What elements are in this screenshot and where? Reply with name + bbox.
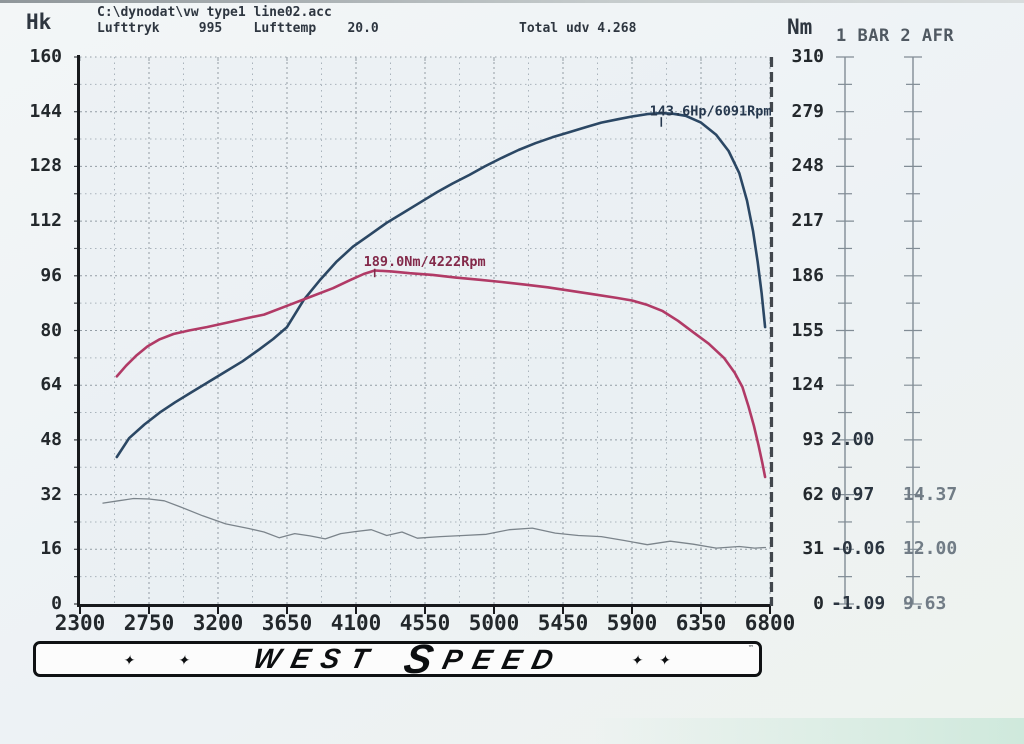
logo-stars-left-icon: ✦ ✦ bbox=[122, 648, 208, 670]
hk-tick-label: 128 bbox=[29, 155, 62, 177]
nm-tick-label: 279 bbox=[791, 100, 824, 122]
curve-power_hp bbox=[115, 111, 767, 459]
nm-tick-label: 217 bbox=[791, 210, 824, 232]
hk-tick-label: 0 bbox=[51, 593, 62, 614]
rpm-tick-label: 5900 bbox=[606, 611, 658, 635]
conditions-line: Lufttryk 995 Lufttemp 20.0 bbox=[97, 21, 379, 36]
nm-tick-label: 31 bbox=[802, 538, 824, 560]
rpm-tick-label: 3200 bbox=[192, 611, 244, 635]
rpm-tick-label: 6350 bbox=[675, 611, 727, 635]
total-udv: Total udv 4.268 bbox=[519, 21, 637, 36]
rpm-tick-label: 6800 bbox=[744, 611, 796, 635]
rpm-tick-label: 5450 bbox=[537, 611, 589, 635]
rpm-tick-label: 3650 bbox=[261, 611, 313, 635]
afr-scale-label: 12.00 bbox=[903, 538, 958, 560]
rpm-tick-label: 4550 bbox=[399, 611, 451, 635]
annotation-peak-power: 143.6Hp/6091Rpm bbox=[650, 103, 772, 119]
hk-tick-label: 80 bbox=[40, 319, 62, 341]
bar-scale-label: -0.06 bbox=[831, 538, 886, 560]
curve-torque_nm bbox=[115, 269, 767, 479]
nm-tick-label: 124 bbox=[791, 374, 824, 396]
file-path: C:\dynodat\vw type1 line02.acc bbox=[97, 5, 332, 20]
bar-afr-scales-title: 1 BAR 2 AFR bbox=[836, 26, 955, 46]
nm-tick-label: 155 bbox=[791, 319, 824, 341]
hk-tick-label: 48 bbox=[40, 428, 62, 450]
nm-tick-label: 0 bbox=[813, 593, 824, 614]
right-axis-unit-label: Nm bbox=[787, 15, 813, 39]
hk-tick-label: 32 bbox=[40, 483, 62, 505]
logo-stars-right-icon: ✦ ✦ bbox=[630, 648, 673, 670]
logo-trademark: ™ bbox=[748, 644, 753, 652]
bar-scale-label: 0.97 bbox=[831, 483, 875, 505]
logo-word-speed: SPEED bbox=[400, 635, 568, 682]
afr-scale-label: 9.63 bbox=[903, 593, 947, 614]
westspeed-logo: ✦ ✦ WEST SPEED ✦ ✦ ™ bbox=[33, 635, 762, 682]
hk-tick-label: 144 bbox=[29, 100, 62, 122]
left-axis-unit-label: Hk bbox=[26, 10, 52, 34]
nm-tick-label: 186 bbox=[791, 264, 824, 286]
rpm-tick-label: 2750 bbox=[123, 611, 175, 635]
annotation-peak-torque: 189.0Nm/4222Rpm bbox=[364, 254, 486, 270]
hk-tick-label: 96 bbox=[40, 264, 62, 286]
scan-tint bbox=[594, 718, 1024, 744]
nm-tick-label: 62 bbox=[802, 483, 824, 505]
rpm-tick-label: 4100 bbox=[330, 611, 382, 635]
hk-tick-label: 160 bbox=[29, 46, 62, 67]
logo-word-west: WEST bbox=[250, 643, 384, 674]
afr-scale-label: 14.37 bbox=[903, 483, 958, 505]
bar-scale-label: 2.00 bbox=[831, 428, 875, 450]
nm-tick-label: 93 bbox=[802, 428, 824, 450]
nm-tick-label: 310 bbox=[791, 46, 824, 67]
bar-scale-label: -1.09 bbox=[831, 593, 886, 614]
hk-tick-label: 64 bbox=[40, 374, 62, 396]
curve-afr bbox=[102, 497, 767, 549]
rpm-tick-label: 2300 bbox=[54, 611, 106, 635]
hk-tick-label: 16 bbox=[40, 538, 62, 560]
rpm-tick-label: 5000 bbox=[468, 611, 520, 635]
nm-tick-label: 248 bbox=[791, 155, 824, 177]
scan-edge bbox=[0, 0, 1024, 3]
hk-tick-label: 112 bbox=[29, 210, 62, 232]
